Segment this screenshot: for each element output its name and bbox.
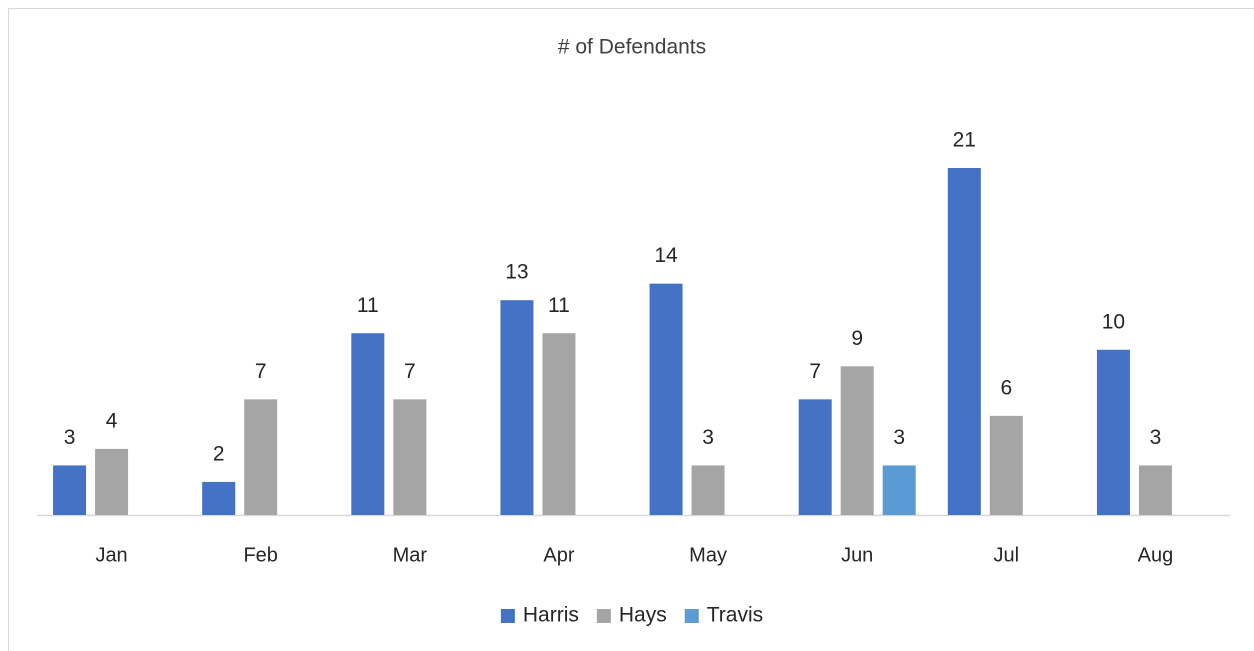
chart-title: # of Defendants [558, 36, 706, 59]
legend-swatch [596, 609, 611, 623]
data-label: 10 [1102, 310, 1125, 333]
data-label: 7 [404, 360, 416, 383]
data-label: 9 [851, 327, 863, 350]
bar [53, 465, 87, 515]
data-label: 11 [357, 294, 379, 317]
data-label: 4 [106, 409, 118, 432]
chart-frame [8, 8, 1254, 651]
bar [649, 283, 683, 515]
bar [1096, 349, 1130, 515]
bar [1138, 465, 1172, 515]
data-label: 3 [702, 426, 714, 449]
data-label: 2 [213, 442, 225, 465]
x-tick-label: Jan [95, 544, 127, 566]
x-tick-label: Aug [1138, 544, 1174, 566]
data-label: 13 [505, 261, 528, 284]
data-label: 21 [953, 129, 976, 152]
bar [351, 333, 385, 515]
legend-swatch [684, 609, 699, 623]
bar [691, 465, 725, 515]
bar [95, 448, 129, 515]
x-tick-label: Jul [994, 544, 1020, 566]
bar [202, 481, 236, 515]
data-label: 7 [255, 360, 267, 383]
bar [244, 399, 278, 515]
data-label: 11 [548, 294, 570, 317]
bar [947, 168, 981, 515]
bar [840, 366, 874, 515]
data-label: 14 [654, 244, 678, 267]
x-tick-label: Feb [243, 544, 277, 566]
bar [500, 300, 534, 515]
x-tick-label: Mar [393, 544, 428, 566]
bar [542, 333, 576, 515]
x-tick-label: Jun [841, 544, 873, 566]
data-label: 3 [1150, 426, 1162, 449]
bar [798, 399, 832, 515]
data-label: 3 [64, 426, 76, 449]
x-tick-label: Apr [543, 544, 574, 566]
data-label: 6 [1000, 376, 1012, 399]
bar [393, 399, 427, 515]
legend-label: Harris [523, 604, 579, 627]
bar [882, 465, 916, 515]
legend-label: Hays [619, 604, 667, 627]
legend-label: Travis [707, 604, 763, 627]
bar [989, 415, 1023, 515]
x-tick-label: May [689, 544, 727, 566]
data-label: 7 [809, 360, 821, 383]
legend-swatch [500, 609, 515, 623]
data-label: 3 [893, 426, 905, 449]
